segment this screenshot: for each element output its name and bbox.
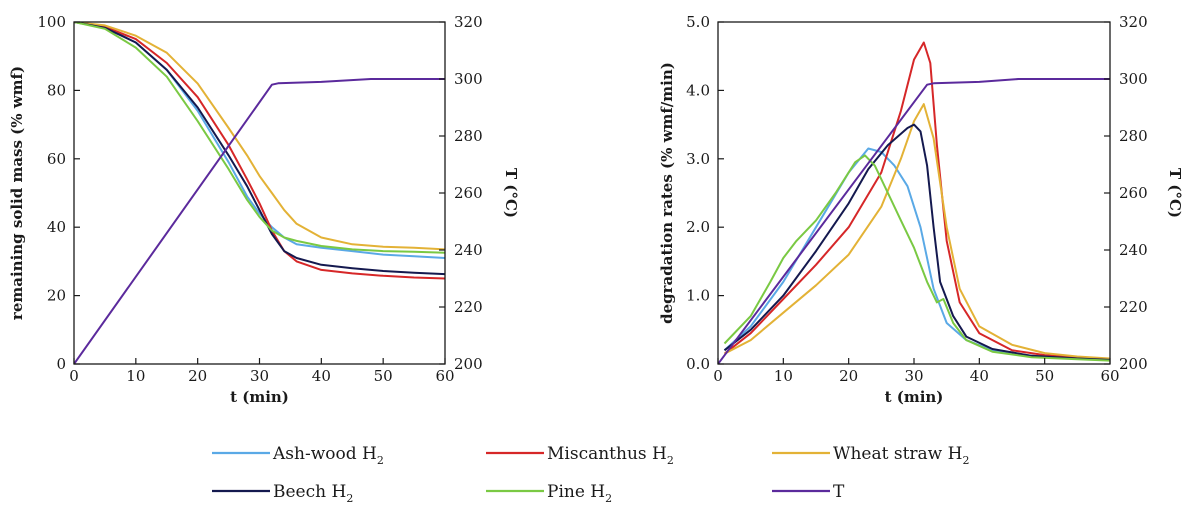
right-y2-axis-label: T (°C) [1166,168,1182,218]
legend-item-pine: Pine H2 [486,482,612,505]
left-series-miscanthus-line [74,22,445,280]
left-y2-tick-label: 220 [454,298,483,316]
left-series-beech-line [74,22,445,276]
legend-item-miscanthus: Miscanthus H2 [486,444,674,467]
left-y2-tick-label: 280 [454,127,483,145]
right-series-beech-line [723,123,1110,361]
right-y-tick-label: 0.0 [686,355,710,373]
left-x-tick-label: 20 [188,367,207,385]
right-series-miscanthus-line [723,41,1110,361]
left-series-group [74,22,445,364]
right-y-tick-label: 4.0 [686,81,710,99]
legend-subscript: 2 [346,492,353,505]
left-plot-frame [73,21,446,365]
legend-item-T: T [772,482,845,502]
left-y-tick-label: 100 [37,13,66,31]
legend-label-beech: Beech H2 [273,482,353,505]
right-y-axis-label: degradation rates (% wmf/min) [658,62,676,324]
legend-subscript: 2 [667,454,674,467]
left-y2-tick-label: 200 [454,355,483,373]
left-x-axis-label: t (min) [230,388,289,406]
left-y-tick-label: 0 [56,355,66,373]
left-y-axis-label: remaining solid mass (% wmf) [8,66,26,320]
left-y2-tick-label: 300 [454,70,483,88]
right-x-tick-label: 0 [713,367,723,385]
right-series-group [718,41,1110,364]
left-x-tick-label: 60 [435,367,454,385]
right-chart: 0 10 20 30 40 50 60 0.0 1.0 2.0 3.0 4.0 5.0 200 220 240… [658,13,1182,406]
left-y2-axis-label: T (°C) [502,168,520,218]
legend-label-T: T [833,482,845,502]
legend-label-miscanthus: Miscanthus H2 [547,444,674,467]
left-x-tick-label: 0 [69,367,79,385]
left-x-tick-label: 50 [374,367,393,385]
right-x-tick-label: 40 [970,367,989,385]
right-y-tick-label: 2.0 [686,218,710,236]
legend: Ash-wood H2 Miscanthus H2 Wheat straw H2 Be… [212,444,969,505]
left-chart: 0 10 20 30 40 50 60 0 20 40 60 80 100 200 220 240 260 280… [8,13,520,406]
right-x-tick-label: 30 [904,367,923,385]
legend-item-wheat: Wheat straw H2 [772,444,969,467]
left-series-pine-line [74,22,445,254]
left-x-tick-label: 30 [250,367,269,385]
left-series-wheat-line [74,22,445,251]
right-y-tick-label: 1.0 [686,287,710,305]
right-y2-tick-label: 280 [1119,127,1148,145]
right-y2-tick-label: 260 [1119,184,1148,202]
right-y2-tick-label: 200 [1119,355,1148,373]
left-y2-tick-label: 260 [454,184,483,202]
right-y-tick-label: 5.0 [686,13,710,31]
right-series-T-line [718,78,1110,364]
right-y-tick-label: 3.0 [686,150,710,168]
legend-label-pine: Pine H2 [547,482,612,505]
legend-item-beech: Beech H2 [212,482,353,505]
right-x-tick-label: 20 [839,367,858,385]
legend-subscript: 2 [377,454,384,467]
left-y-tick-label: 20 [47,287,66,305]
left-series-ash-line [74,22,445,259]
right-x-axis-label: t (min) [885,388,944,406]
right-y2-tick-label: 220 [1119,298,1148,316]
left-series-T-line [74,78,445,364]
left-y-tick-label: 60 [47,150,66,168]
left-x-tick-label: 10 [126,367,145,385]
legend-label-ash: Ash-wood H2 [272,444,384,467]
right-y2-tick-label: 320 [1119,13,1148,31]
right-series-wheat-line [724,103,1110,360]
left-y-tick-label: 80 [47,81,66,99]
right-x-tick-label: 10 [774,367,793,385]
legend-item-ash: Ash-wood H2 [212,444,384,467]
left-y2-tick-label: 320 [454,13,483,31]
right-series-pine-line [723,154,1110,362]
legend-subscript: 2 [962,454,969,467]
right-plot-frame [717,21,1111,365]
left-x-tick-label: 40 [312,367,331,385]
left-y2-tick-label: 240 [454,241,483,259]
right-y2-tick-label: 240 [1119,241,1148,259]
right-y2-tick-label: 300 [1119,70,1148,88]
legend-label-wheat: Wheat straw H2 [833,444,969,467]
right-x-tick-label: 50 [1035,367,1054,385]
legend-subscript: 2 [605,492,612,505]
left-y-tick-label: 40 [47,218,66,236]
right-x-tick-label: 60 [1100,367,1119,385]
